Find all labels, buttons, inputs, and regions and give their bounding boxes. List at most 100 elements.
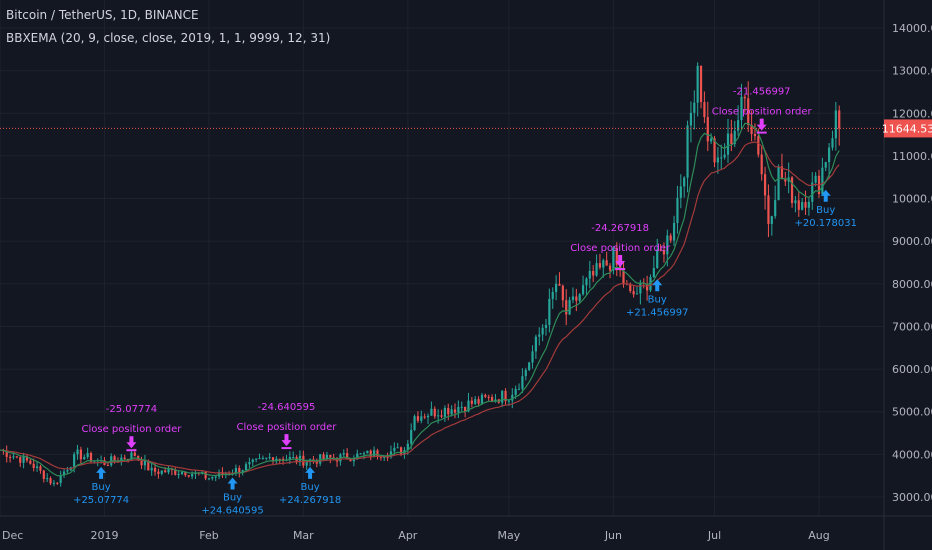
candle-body [460,406,463,408]
candle-body [19,457,22,463]
y-tick-label: 8000.00 [892,278,932,291]
candle-body [713,138,716,163]
candle-body [76,449,79,455]
buy-marker: Buy +24.640595 [201,477,264,517]
buy-profit-label: +24.267918 [279,495,341,506]
candle-body [470,400,473,404]
candle-body [737,120,740,131]
candle-body [453,409,457,413]
buy-arrow-icon [820,189,831,202]
candle-body [716,157,719,163]
x-tick-label: Jun [604,529,622,542]
candle-body [474,399,477,404]
candle-body [514,388,517,395]
y-tick-label: 13000.00 [892,65,932,78]
x-tick-label: May [498,529,521,542]
candle-body [147,460,150,471]
close-profit-label: -21.456997 [733,87,791,98]
x-tick-label: Feb [199,529,218,542]
candle-body [477,399,480,404]
candle-body [214,476,217,478]
candle-body [521,376,524,389]
candle-body [558,283,561,286]
candle-body [484,394,487,397]
candle-body [440,415,443,417]
candle-body [750,124,753,135]
candle-body [831,138,834,148]
fast-ema-line [0,122,840,477]
candle-body [457,406,460,413]
candle-body [56,482,59,484]
close-profit-label: -24.640595 [258,402,316,413]
candle-body [386,456,389,458]
candle-body [248,462,251,465]
x-tick-label: Dec [2,529,23,542]
candle-body [828,147,831,163]
candle-body [581,285,585,295]
candle-body [106,465,109,467]
y-tick-label: 14000.00 [892,22,932,35]
candle-body [356,453,359,460]
candle-body [777,166,780,201]
candle-body [686,125,689,178]
candle-body [393,447,396,452]
x-tick-label: Jul [707,529,721,542]
candle-body [325,454,329,460]
buy-arrow-icon [305,466,316,479]
candle-body [662,249,666,255]
candle-body [204,471,207,479]
candle-body [639,282,642,294]
close-bar [756,131,767,134]
candle-body [329,454,332,458]
candle-body [265,457,268,459]
candle-body [130,452,133,460]
last-price-label: 11644.53 [882,122,932,135]
symbol-title[interactable]: Bitcoin / TetherUS, 1D, BINANCE [6,8,199,22]
close-marker: Close position order -21.456997 [712,87,813,134]
candle-body [706,117,709,142]
candle-body [555,283,558,292]
candle-body [423,416,426,418]
indicator-legend[interactable]: BBXEMA (20, 9, close, close, 2019, 1, 1,… [6,31,331,45]
close-label: Close position order [237,422,338,433]
candle-body [430,408,433,416]
candle-body [544,324,548,328]
candle-body [255,458,258,460]
candle-body [548,298,551,325]
candle-body [268,457,271,459]
candle-body [396,447,399,449]
candle-body [251,459,254,463]
buy-label: Buy [223,493,242,504]
candle-body [137,455,140,460]
candle-body [153,467,157,472]
candle-body [346,453,349,460]
candle-body [635,293,639,295]
candle-body [120,457,123,462]
close-marker: Close position order -25.07774 [82,404,182,452]
candle-body [379,456,382,458]
candle-body [824,162,827,168]
candle-body [528,362,531,371]
buy-marker: Buy +25.07774 [73,466,129,506]
candle-body [410,429,413,444]
candle-body [504,390,507,402]
last-price-badge [884,119,932,138]
candle-body [487,396,490,398]
candle-body [426,415,430,418]
candle-body [467,400,470,412]
candle-body [683,177,686,187]
candle-body [79,449,82,460]
candle-body [420,416,423,421]
candle-body [733,130,736,145]
candle-body [180,471,184,474]
close-marker: Close position order -24.640595 [237,402,338,450]
candle-body [696,65,699,103]
candle-body [49,478,52,484]
candle-body [740,96,743,121]
candle-body [760,154,763,175]
candle-body [602,260,605,268]
candle-body [652,268,655,277]
y-tick-label: 6000.00 [892,363,932,376]
